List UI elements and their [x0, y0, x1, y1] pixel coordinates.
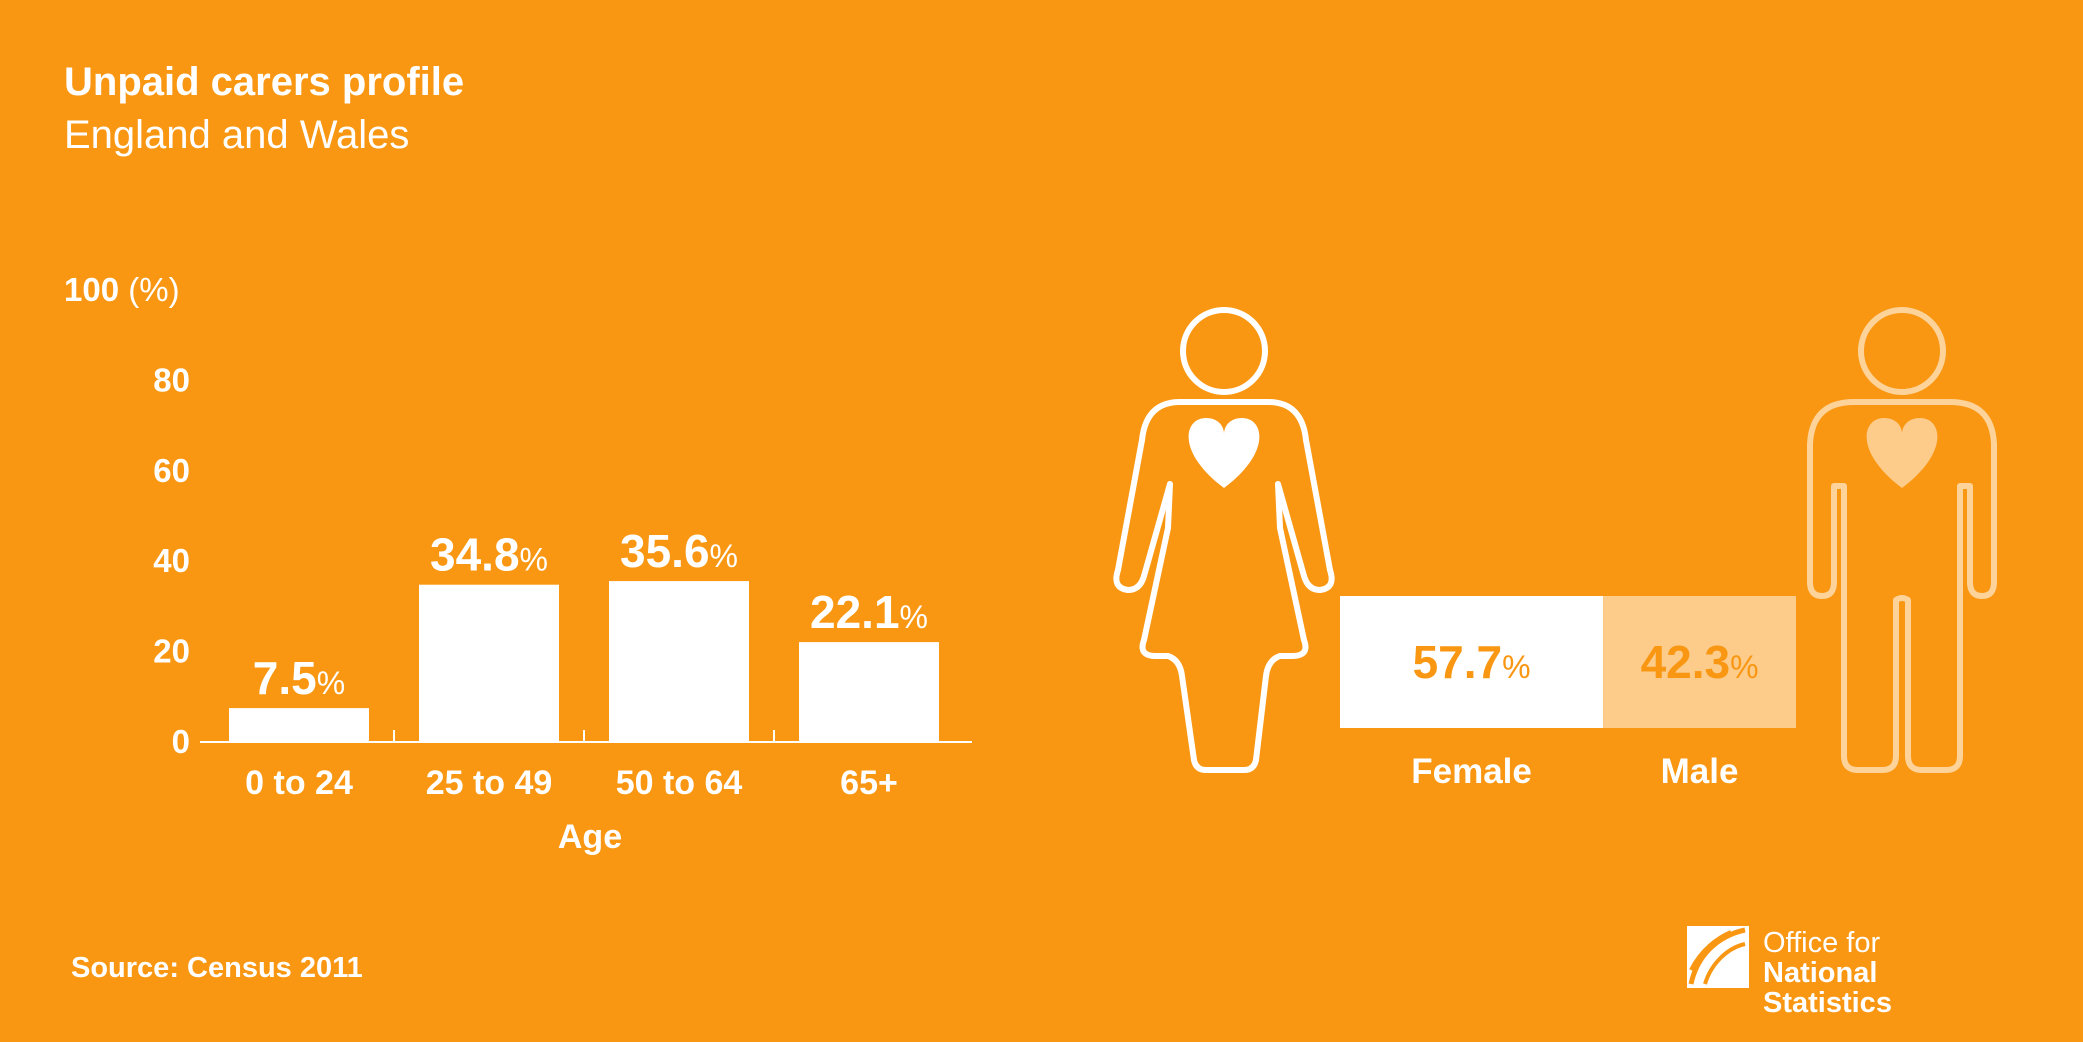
gender-category-label: Female	[1411, 752, 1532, 791]
y-tick-label: 20	[153, 633, 190, 670]
logo-line-2: National Statistics	[1763, 957, 1892, 1019]
x-tick-label: 65+	[840, 764, 898, 802]
y-tick-label: 60	[153, 452, 190, 489]
y-tick-label: 80	[153, 361, 190, 398]
bar	[419, 584, 559, 742]
age-bar-chart: 0 20 40 60 80 100 (%) 7.5% 0 to 24 34.8% 25 to 49…	[64, 271, 972, 856]
y-tick-label: 40	[153, 542, 190, 579]
heart-icon	[1188, 418, 1260, 488]
male-figure-icon	[1807, 307, 1997, 773]
logo-line-1: Office for	[1763, 927, 1881, 959]
y-tick-label: 0	[172, 723, 190, 760]
x-tick-label: 0 to 24	[245, 764, 353, 802]
x-tick-label: 50 to 64	[616, 764, 743, 802]
y-axis-top-label: 100 (%)	[64, 271, 180, 308]
bar	[609, 581, 749, 742]
heart-icon	[1866, 418, 1938, 488]
gender-category-label: Male	[1661, 752, 1739, 791]
gender-value-label: 42.3%	[1641, 636, 1759, 688]
bar	[799, 642, 939, 742]
bar-value-label: 22.1%	[810, 586, 928, 638]
bar-value-label: 35.6%	[620, 525, 738, 577]
ons-logo: Office for National Statistics	[1687, 924, 2007, 1018]
gender-chart: 57.7% Female 42.3% Male	[1113, 307, 1997, 791]
bar-value-label: 34.8%	[430, 529, 548, 581]
bar-value-label: 7.5%	[253, 652, 345, 704]
source-note: Source: Census 2011	[71, 952, 363, 984]
x-tick-label: 25 to 49	[426, 764, 553, 802]
gender-bar-segment	[1603, 596, 1796, 728]
female-figure-icon	[1113, 307, 1335, 773]
ons-logo-icon	[1687, 926, 1749, 988]
chart-subtitle: England and Wales	[64, 113, 410, 157]
chart-title: Unpaid carers profile	[64, 60, 465, 104]
bar	[229, 708, 369, 742]
x-axis-label: Age	[558, 818, 622, 856]
gender-bar-segment	[1340, 596, 1604, 728]
gender-value-label: 57.7%	[1413, 636, 1531, 688]
